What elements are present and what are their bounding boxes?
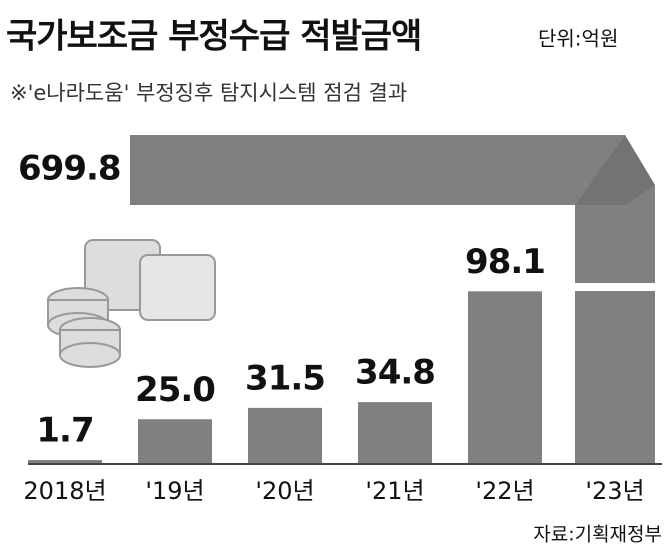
value-label: 31.5 [245,358,325,398]
value-label: 699.8 [18,149,121,189]
bar [358,402,432,463]
bar-fold [575,135,655,205]
x-tick-label: '21년 [365,477,424,505]
x-tick-label: 2018년 [23,477,106,505]
x-tick-label: '23년 [585,477,644,505]
value-label: 25.0 [135,370,215,410]
x-tick-label: '20년 [255,477,314,505]
value-label: 34.8 [355,353,435,393]
bar-break [575,283,655,291]
bar [248,407,322,463]
value-label: 1.7 [36,411,93,451]
bar [138,419,212,463]
unit-label: 단위:억원 [538,27,618,51]
x-tick-label: '22년 [475,477,534,505]
source: 자료:기획재정부 [533,524,662,546]
bar [28,460,102,463]
x-tick-label: '19년 [145,477,204,505]
chart-title: 국가보조금 부정수급 적발금액 [6,17,421,57]
value-label: 98.1 [465,242,545,282]
bar [468,291,542,463]
subtitle: ※'e나라도움' 부정징후 탐지시스템 점검 결과 [10,81,407,105]
money-icon [47,239,216,368]
